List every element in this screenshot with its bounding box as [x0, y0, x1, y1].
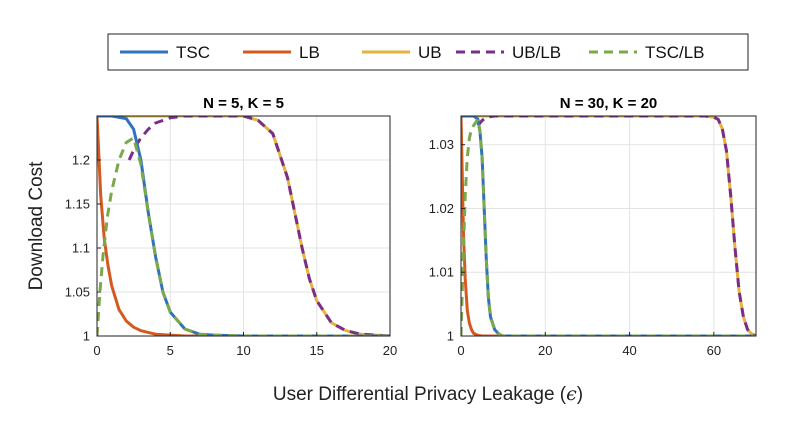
- y-tick-label: 1: [83, 329, 90, 344]
- legend-label: TSC/LB: [645, 43, 705, 62]
- x-tick-label: 40: [622, 343, 636, 358]
- legend-label: UB/LB: [512, 43, 561, 62]
- y-tick-label: 1.1: [72, 241, 90, 256]
- x-tick-label: 60: [707, 343, 721, 358]
- legend-label: UB: [418, 43, 442, 62]
- x-axis-label-text: User Differential Privacy Leakage (: [273, 384, 567, 405]
- y-tick-label: 1.01: [429, 265, 454, 280]
- series-line-ub-over-lb: [476, 116, 756, 336]
- chart-panel-right: 0 20 40 60 1 1.01 1.02 1.03 N = 30, K = 20: [429, 95, 757, 358]
- series-line-lb: [97, 116, 390, 336]
- x-tick-label: 0: [457, 343, 464, 358]
- series-line-tsc-over-lb: [461, 117, 756, 336]
- x-tick-label: 5: [167, 343, 174, 358]
- legend-label: LB: [299, 43, 320, 62]
- legend-label: TSC: [176, 43, 210, 62]
- chart-title: N = 30, K = 20: [560, 95, 658, 112]
- legend-box: [107, 33, 749, 71]
- x-tick-label: 15: [310, 343, 324, 358]
- epsilon-symbol: ϵ: [566, 383, 577, 405]
- chart-title: N = 5, K = 5: [203, 95, 284, 112]
- y-tick-label: 1.05: [65, 285, 90, 300]
- y-tick-label: 1.2: [72, 153, 90, 168]
- y-tick-label: 1: [447, 329, 454, 344]
- y-tick-label: 1.02: [429, 201, 454, 216]
- series-line-tsc-over-lb: [97, 136, 390, 336]
- x-axis-label: User Differential Privacy Leakage (ϵ): [273, 383, 583, 405]
- x-tick-label: 20: [383, 343, 397, 358]
- plot-frame: [460, 115, 757, 337]
- series-line-ub-over-lb: [127, 116, 390, 336]
- series-line-ub: [461, 116, 756, 336]
- y-tick-label: 1.15: [65, 197, 90, 212]
- legend: TSC LB UB UB/LB TSC/LB: [107, 33, 749, 71]
- y-tick-label: 1.03: [429, 137, 454, 152]
- chart-panel-left: 0 5 10 15 20 1 1.05 1.1 1.15 1.2 N = 5, K = 5: [65, 95, 398, 358]
- x-tick-label: 20: [538, 343, 552, 358]
- x-tick-label: 10: [236, 343, 250, 358]
- x-axis-label-close: ): [577, 384, 583, 405]
- x-tick-label: 0: [93, 343, 100, 358]
- series-line-lb: [461, 116, 756, 336]
- series-line-tsc: [461, 116, 756, 336]
- y-axis-label: Download Cost: [26, 161, 47, 291]
